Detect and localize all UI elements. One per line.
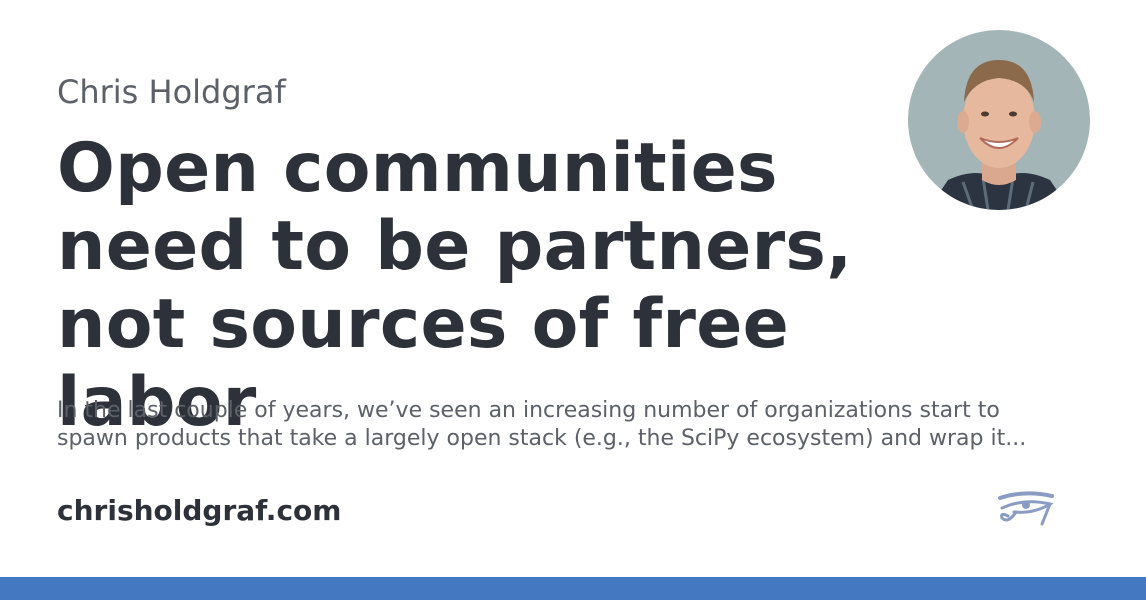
post-title: Open communities need to be partners, no… xyxy=(57,129,853,442)
site-domain: chrisholdgraf.com xyxy=(57,494,342,527)
author-name: Chris Holdgraf xyxy=(57,73,286,111)
post-description: In the last couple of years, we’ve seen … xyxy=(57,398,1027,451)
author-photo-icon xyxy=(908,30,1090,210)
accent-bar xyxy=(0,577,1146,600)
eye-of-horus-logo-icon xyxy=(994,488,1058,534)
author-avatar xyxy=(908,30,1090,210)
